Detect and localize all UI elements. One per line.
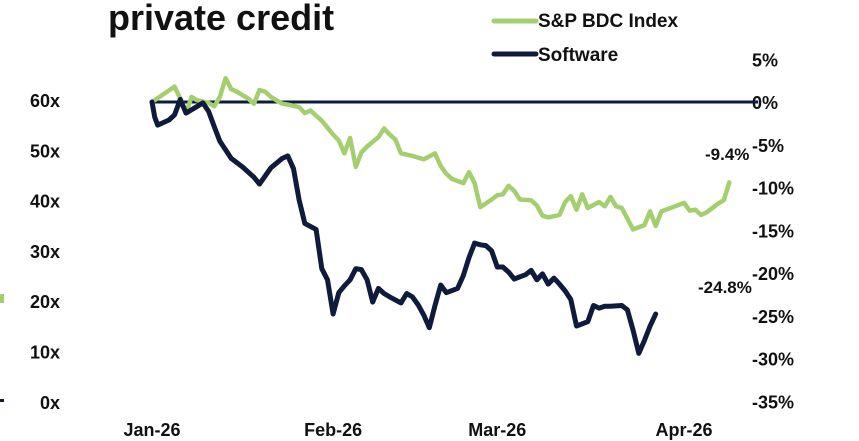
right-axis-tick-label: 0% bbox=[752, 93, 778, 113]
end-label-software: -24.8% bbox=[698, 278, 752, 297]
x-axis-tick-label: Jan-26 bbox=[123, 420, 180, 440]
right-axis-tick-label: -35% bbox=[752, 392, 794, 412]
x-axis: Jan-26 Feb-26 Mar-26 Apr-26 bbox=[123, 420, 712, 440]
edge-fragment-navy bbox=[0, 399, 4, 402]
right-axis-tick-label: -30% bbox=[752, 350, 794, 370]
right-axis-tick-label: 5% bbox=[752, 50, 778, 70]
x-axis-tick-label: Mar-26 bbox=[468, 420, 526, 440]
left-axis-tick-label: 60x bbox=[30, 91, 60, 111]
left-axis-tick-label: 50x bbox=[30, 141, 60, 161]
legend-label-bdc: S&P BDC Index bbox=[538, 11, 679, 32]
left-axis-tick-label: 20x bbox=[30, 292, 60, 312]
left-axis: 60x 50x 40x 30x 20x 10x 0x bbox=[30, 91, 60, 413]
left-edge-fragments bbox=[0, 294, 4, 402]
left-axis-tick-label: 0x bbox=[40, 393, 60, 413]
series-line-bdc bbox=[149, 75, 732, 232]
end-label-bdc: -9.4% bbox=[705, 145, 749, 164]
right-axis-tick-label: -25% bbox=[752, 307, 794, 327]
left-axis-tick-label: 10x bbox=[30, 343, 60, 363]
legend: S&P BDC Index Software bbox=[491, 11, 679, 66]
x-axis-tick-label: Feb-26 bbox=[304, 420, 362, 440]
right-axis-tick-label: -5% bbox=[752, 136, 784, 156]
chart-title: private credit bbox=[108, 0, 334, 38]
right-axis: 5% 0% -5% -10% -15% -20% -25% -30% -35% bbox=[752, 50, 794, 412]
left-axis-tick-label: 30x bbox=[30, 242, 60, 262]
series-line-software bbox=[149, 96, 659, 356]
right-axis-tick-label: -10% bbox=[752, 179, 794, 199]
right-axis-tick-label: -15% bbox=[752, 221, 794, 241]
right-axis-tick-label: -20% bbox=[752, 264, 794, 284]
left-axis-tick-label: 40x bbox=[30, 192, 60, 212]
x-axis-tick-label: Apr-26 bbox=[656, 420, 713, 440]
edge-fragment-green bbox=[0, 294, 4, 303]
legend-label-software: Software bbox=[538, 45, 618, 66]
